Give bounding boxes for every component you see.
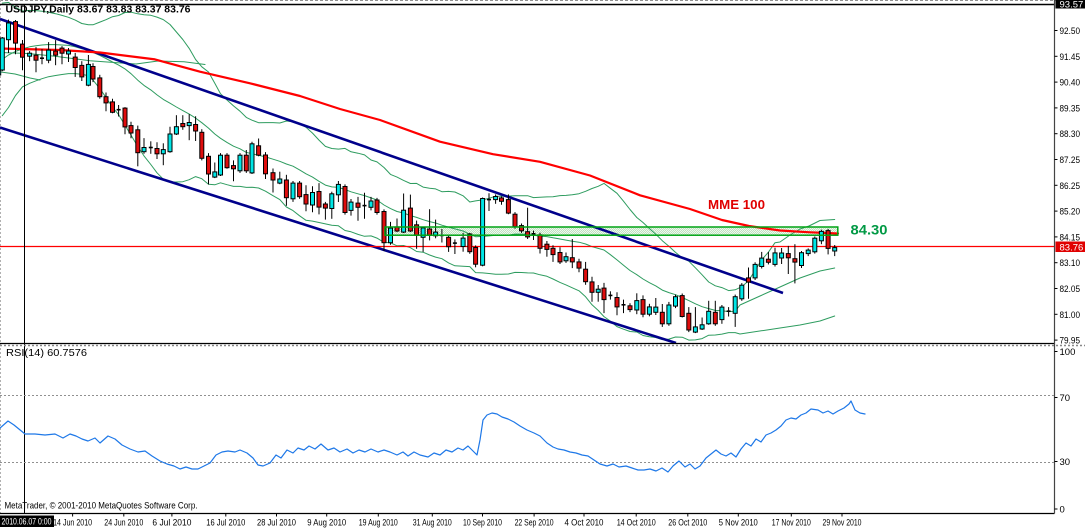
svg-text:RSI(14) 60.7576: RSI(14) 60.7576 xyxy=(6,347,87,359)
svg-text:29 Nov 2010: 29 Nov 2010 xyxy=(823,518,862,528)
svg-text:90.40: 90.40 xyxy=(1060,78,1081,89)
svg-text:26 Oct 2010: 26 Oct 2010 xyxy=(668,518,707,528)
svg-text:93.57: 93.57 xyxy=(1060,0,1084,10)
svg-text:6 Jul 2010: 6 Jul 2010 xyxy=(152,518,191,528)
svg-text:14 Jun 2010: 14 Jun 2010 xyxy=(53,518,92,528)
svg-text:14 Oct 2010: 14 Oct 2010 xyxy=(617,518,656,528)
svg-text:88.30: 88.30 xyxy=(1060,129,1081,140)
svg-text:86.25: 86.25 xyxy=(1060,181,1081,192)
svg-text:10 Sep 2010: 10 Sep 2010 xyxy=(463,518,502,528)
svg-text:MetaTrader, © 2001-2010 MetaQu: MetaTrader, © 2001-2010 MetaQuotes Softw… xyxy=(5,501,198,512)
svg-text:82.05: 82.05 xyxy=(1060,284,1081,295)
svg-text:91.45: 91.45 xyxy=(1060,52,1081,63)
svg-text:89.35: 89.35 xyxy=(1060,103,1081,114)
svg-text:70: 70 xyxy=(1060,393,1071,404)
svg-text:85.20: 85.20 xyxy=(1060,207,1081,218)
svg-text:22 Sep 2010: 22 Sep 2010 xyxy=(515,518,554,528)
svg-text:4 Oct 2010: 4 Oct 2010 xyxy=(565,518,604,528)
svg-text:84.15: 84.15 xyxy=(1060,232,1081,243)
svg-text:5 Nov 2010: 5 Nov 2010 xyxy=(719,518,758,528)
svg-text:83.76: 83.76 xyxy=(1060,243,1084,254)
svg-text:30: 30 xyxy=(1060,457,1071,468)
svg-text:24 Jun 2010: 24 Jun 2010 xyxy=(104,518,143,528)
svg-text:9 Aug 2010: 9 Aug 2010 xyxy=(307,518,346,528)
svg-text:MME 100: MME 100 xyxy=(708,198,765,212)
svg-text:17 Nov 2010: 17 Nov 2010 xyxy=(772,518,811,528)
svg-text:79.95: 79.95 xyxy=(1060,336,1081,347)
svg-text:19 Aug 2010: 19 Aug 2010 xyxy=(359,518,398,528)
svg-text:87.25: 87.25 xyxy=(1060,155,1081,166)
svg-text:100: 100 xyxy=(1060,347,1076,358)
svg-text:16 Jul 2010: 16 Jul 2010 xyxy=(206,518,245,528)
svg-text:2010.06.07 0:00: 2010.06.07 0:00 xyxy=(2,517,52,528)
svg-text:92.50: 92.50 xyxy=(1060,26,1081,37)
svg-text:81.00: 81.00 xyxy=(1060,310,1081,321)
svg-text:0: 0 xyxy=(1060,505,1065,516)
svg-text:84.30: 84.30 xyxy=(851,223,888,238)
svg-text:USDJPY,Daily 83.67 83.83 83.3: USDJPY,Daily 83.67 83.83 83.37 83.76 xyxy=(6,4,191,16)
svg-text:28 Jul 2010: 28 Jul 2010 xyxy=(257,518,296,528)
svg-text:31 Aug 2010: 31 Aug 2010 xyxy=(413,518,452,528)
svg-text:83.10: 83.10 xyxy=(1060,258,1081,269)
